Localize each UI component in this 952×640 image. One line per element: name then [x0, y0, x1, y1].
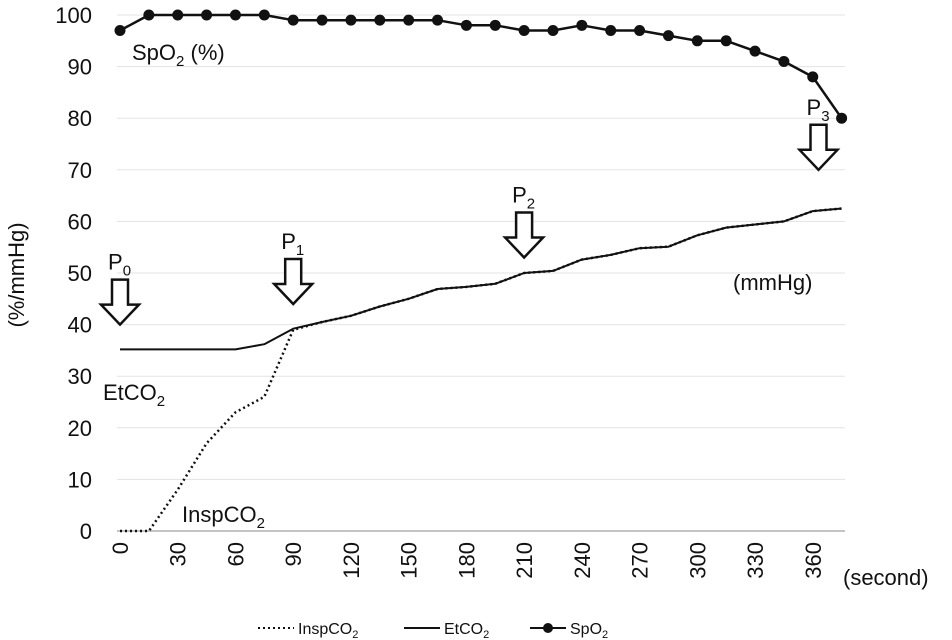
spo2-point: [403, 14, 415, 26]
spo2-point: [345, 14, 357, 26]
x-tick-label: 120: [339, 542, 364, 579]
x-tick-label: 90: [281, 542, 306, 566]
p3-label: P3: [807, 95, 830, 125]
y-tick-label: 60: [68, 209, 92, 234]
series-markers: [114, 9, 848, 124]
spo2-point: [460, 19, 472, 31]
y-tick-label: 80: [68, 106, 92, 131]
p0-arrow-icon: [98, 278, 142, 327]
spo2-series-label: SpO2 (%): [132, 40, 225, 70]
spo2-point: [836, 112, 848, 124]
x-axis-title: (second): [843, 565, 929, 590]
p3-arrow-icon: [796, 123, 841, 172]
spo2-point: [316, 14, 328, 26]
x-tick-label: 180: [454, 542, 479, 579]
p2-label: P2: [512, 183, 535, 213]
spo2-point: [807, 71, 819, 83]
x-axis: 0 30 60 90 120 150 180 210 240 270 300 330 360: [108, 542, 826, 579]
y-axis-title: (%/mmHg): [4, 222, 29, 327]
arrow-annotations: P0 P1 P2 P3: [98, 95, 841, 327]
y-tick-label: 30: [68, 364, 92, 389]
legend-spo2-label: SpO2: [570, 621, 608, 640]
etco2-series-label: EtCO2: [103, 380, 165, 410]
grid-lines: [117, 14, 845, 480]
p1-label: P1: [281, 229, 304, 259]
spo2-point: [547, 24, 559, 36]
spo2-point: [201, 9, 213, 21]
x-tick-label: 0: [108, 542, 133, 554]
y-tick-label: 20: [68, 416, 92, 441]
spo2-point: [720, 35, 732, 47]
spo2-point: [374, 14, 386, 26]
unit-note-label: (mmHg): [733, 270, 812, 295]
y-tick-label: 50: [68, 261, 92, 286]
inspco2-line: [120, 207, 842, 533]
spo2-point: [749, 45, 761, 57]
x-tick-label: 270: [628, 542, 653, 579]
spo2-point: [287, 14, 299, 26]
x-tick-label: 30: [166, 542, 191, 566]
spo2-point: [489, 19, 501, 31]
x-tick-label: 360: [801, 542, 826, 579]
y-tick-label: 100: [55, 3, 92, 28]
spo2-point: [691, 35, 703, 47]
legend-spo2-marker: [543, 623, 553, 633]
p0-label: P0: [108, 250, 131, 280]
spo2-point: [114, 24, 126, 36]
x-tick-label: 60: [223, 542, 248, 566]
spo2-point: [518, 24, 530, 36]
spo2-point: [778, 55, 790, 67]
p2-arrow-icon: [502, 211, 547, 260]
spo2-point: [662, 30, 674, 42]
spo2-point: [143, 9, 155, 21]
x-tick-label: 300: [685, 542, 710, 579]
spo2-point: [258, 9, 270, 21]
legend: InspCO2 EtCO2 SpO2: [258, 621, 608, 640]
y-tick-label: 90: [68, 55, 92, 80]
x-tick-label: 240: [570, 542, 595, 579]
spo2-point: [605, 24, 617, 36]
spo2-point: [634, 24, 646, 36]
legend-etco2-label: EtCO2: [444, 621, 489, 640]
x-tick-label: 210: [512, 542, 537, 579]
legend-inspco2-label: InspCO2: [298, 621, 358, 640]
spo2-point: [576, 19, 588, 31]
inspco2-series-label: InspCO2: [182, 502, 265, 532]
y-tick-label: 10: [68, 467, 92, 492]
spo2-point: [229, 9, 241, 21]
etco2-line: [120, 207, 842, 351]
y-tick-label: 0: [80, 519, 92, 544]
x-tick-label: 150: [397, 542, 422, 579]
y-axis: 0 10 20 30 40 50 60 70 80 90 100: [55, 3, 92, 544]
x-tick-label: 330: [743, 542, 768, 579]
spo2-point: [172, 9, 184, 21]
p1-arrow-icon: [271, 257, 316, 306]
y-tick-label: 70: [68, 158, 92, 183]
spo2-point: [432, 14, 444, 26]
y-tick-label: 40: [68, 313, 92, 338]
